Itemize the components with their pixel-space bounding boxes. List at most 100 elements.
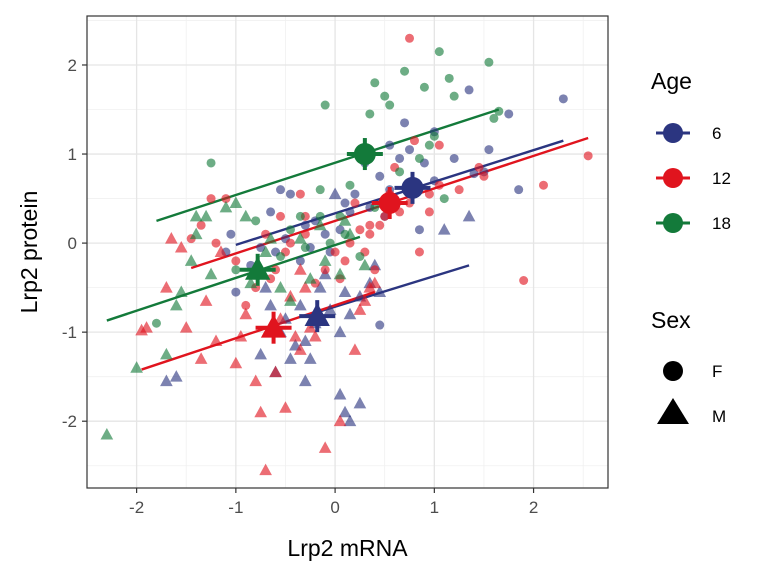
data-point-age12-m bbox=[229, 356, 243, 369]
data-point-age18-f bbox=[484, 57, 494, 67]
legend-age-label-18: 18 bbox=[712, 214, 731, 233]
data-point-age18-f bbox=[414, 153, 424, 163]
data-point-age6-m bbox=[343, 307, 357, 320]
data-point-age12-m bbox=[174, 240, 188, 253]
data-point-age6-f bbox=[266, 207, 276, 217]
data-point-age6-f bbox=[350, 189, 360, 199]
data-point-age12-f bbox=[424, 189, 434, 199]
data-point-age18-f bbox=[345, 180, 355, 190]
x-tick-label: 0 bbox=[330, 498, 339, 517]
data-point-age12-f bbox=[365, 229, 375, 239]
data-point-age18-m bbox=[199, 209, 213, 222]
fit-line-age18-m bbox=[106, 235, 361, 322]
data-point-age12-m bbox=[279, 401, 292, 413]
data-point-age18-m bbox=[229, 196, 243, 208]
data-point-age18-m bbox=[184, 254, 198, 266]
data-point-age18-m bbox=[274, 281, 287, 293]
data-point-age12-f bbox=[355, 225, 365, 235]
data-point-age18-f bbox=[370, 202, 380, 212]
legend-age-key-6-dot bbox=[663, 123, 683, 143]
data-point-age18-f bbox=[295, 211, 305, 221]
data-point-age12-m bbox=[234, 330, 248, 342]
data-point-age6-f bbox=[414, 225, 424, 235]
data-point-age6-m bbox=[353, 396, 367, 409]
legend-age-item-12: 12 bbox=[656, 168, 731, 188]
data-point-age6-f bbox=[484, 145, 494, 155]
data-point-age12-m bbox=[298, 281, 312, 293]
legend-age-key-12-dot bbox=[663, 168, 683, 188]
x-axis-title: Lrp2 mRNA bbox=[287, 535, 408, 561]
data-point-age12-f bbox=[330, 247, 340, 257]
data-point-age12-f bbox=[295, 189, 305, 199]
data-point-age12-m bbox=[194, 352, 208, 364]
data-point-age18-f bbox=[325, 238, 335, 248]
data-point-age12-f bbox=[434, 140, 444, 150]
data-point-age18-m bbox=[219, 200, 233, 213]
data-point-age6-f bbox=[320, 229, 330, 239]
data-point-age12-f bbox=[380, 211, 390, 221]
legend-age-item-6: 6 bbox=[656, 123, 721, 143]
data-point-age18-m bbox=[239, 209, 253, 222]
data-point-age12-m bbox=[199, 294, 213, 306]
data-point-age18-m bbox=[264, 232, 277, 244]
fit-line-age12-m bbox=[141, 290, 376, 371]
data-point-age18-f bbox=[285, 225, 295, 235]
data-point-age18-f bbox=[449, 91, 459, 101]
data-point-age18-f bbox=[320, 100, 330, 110]
data-point-age12-m bbox=[209, 334, 223, 347]
legend-sex-label-f: F bbox=[712, 362, 722, 381]
data-point-age6-f bbox=[226, 229, 236, 239]
data-point-age12-m bbox=[269, 365, 282, 378]
data-point-age6-m bbox=[323, 303, 337, 315]
data-point-age18-f bbox=[315, 185, 325, 195]
y-tick-label: 0 bbox=[68, 234, 77, 253]
data-point-age12-m bbox=[303, 321, 317, 333]
legend-sex-title: Sex bbox=[651, 307, 691, 333]
group-mean-age6-m bbox=[299, 300, 336, 333]
data-point-age18-f bbox=[300, 243, 310, 253]
data-point-age18-f bbox=[276, 251, 286, 261]
data-point-age18-f bbox=[489, 113, 499, 123]
data-point-age6-m bbox=[169, 370, 183, 382]
group-mean-age18-f bbox=[346, 138, 383, 171]
data-point-age18-m bbox=[333, 267, 347, 280]
data-point-age18-f bbox=[419, 82, 429, 92]
group-mean-age18-m bbox=[239, 253, 276, 286]
data-point-age6-m bbox=[373, 285, 387, 298]
data-point-age6-f bbox=[256, 243, 266, 253]
data-point-age18-f bbox=[494, 106, 504, 116]
data-point-age12-f bbox=[206, 194, 216, 204]
data-point-age6-m bbox=[338, 405, 352, 418]
data-point-age18-f bbox=[439, 194, 449, 204]
data-point-age6-f bbox=[558, 94, 568, 104]
data-point-age6-f bbox=[400, 118, 410, 128]
legend-sex-key-triangle bbox=[657, 398, 689, 424]
data-point-age12-m bbox=[333, 414, 347, 427]
data-point-age6-f bbox=[464, 85, 474, 95]
data-point-age18-f bbox=[395, 167, 405, 177]
data-point-age6-f bbox=[340, 198, 350, 208]
data-point-age12-f bbox=[434, 180, 444, 190]
data-point-age12-f bbox=[211, 238, 221, 248]
data-point-age6-f bbox=[514, 185, 524, 195]
x-tick-label: -2 bbox=[129, 498, 144, 517]
mean-marker bbox=[401, 176, 424, 199]
data-point-age18-m bbox=[294, 232, 307, 244]
y-tick-label: -2 bbox=[62, 412, 77, 431]
data-point-age12-f bbox=[519, 275, 529, 285]
data-point-age12-f bbox=[479, 171, 489, 181]
data-point-age6-m bbox=[254, 347, 267, 360]
data-point-age12-m bbox=[214, 245, 228, 257]
group-mean-age6-f bbox=[394, 171, 431, 204]
data-point-age18-f bbox=[206, 158, 216, 168]
x-axis-ticks: -2 -1 0 1 2 bbox=[129, 488, 538, 517]
data-point-age6-f bbox=[276, 185, 286, 195]
data-point-age18-m bbox=[174, 285, 188, 298]
data-point-age12-f bbox=[538, 180, 548, 190]
data-point-age6-m bbox=[343, 414, 357, 427]
data-point-age12-f bbox=[276, 211, 286, 221]
legend-age-title: Age bbox=[651, 68, 692, 94]
group-mean-age12-m bbox=[255, 311, 292, 344]
group-means bbox=[239, 138, 431, 344]
